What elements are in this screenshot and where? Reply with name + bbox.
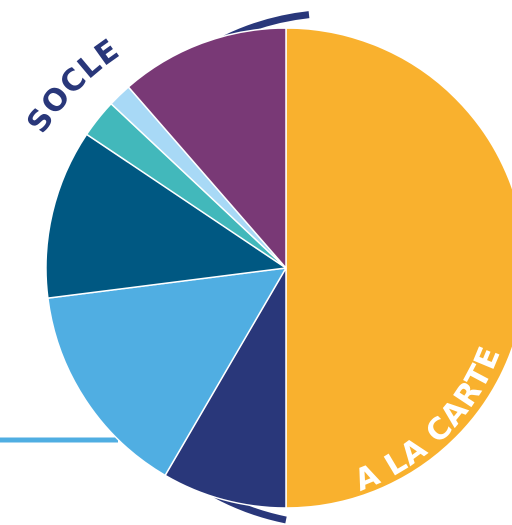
pie-slices xyxy=(45,27,512,509)
pie-slice-7 xyxy=(127,27,287,269)
pie-slice-3 xyxy=(47,267,287,477)
pie-slice-2 xyxy=(164,267,287,509)
pie-slice-4 xyxy=(45,133,287,299)
pie-slice-1 xyxy=(285,27,512,509)
